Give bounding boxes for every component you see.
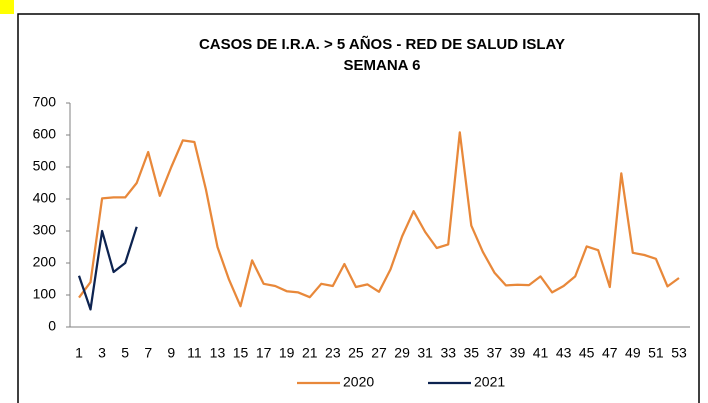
x-tick-label: 1 bbox=[75, 345, 83, 361]
y-tick-label: 200 bbox=[33, 254, 57, 270]
x-tick-label: 27 bbox=[371, 345, 387, 361]
y-tick-label: 400 bbox=[33, 190, 57, 206]
y-tick-label: 500 bbox=[33, 158, 57, 174]
y-tick-label: 600 bbox=[33, 126, 57, 142]
corner-marker bbox=[0, 0, 14, 14]
x-tick-label: 19 bbox=[279, 345, 295, 361]
x-tick-label: 25 bbox=[348, 345, 364, 361]
x-tick-label: 45 bbox=[579, 345, 595, 361]
legend-label: 2021 bbox=[474, 374, 505, 390]
x-tick-label: 15 bbox=[233, 345, 249, 361]
x-tick-label: 43 bbox=[556, 345, 572, 361]
x-tick-label: 39 bbox=[510, 345, 526, 361]
x-tick-label: 37 bbox=[487, 345, 503, 361]
x-tick-label: 33 bbox=[440, 345, 456, 361]
x-tick-label: 47 bbox=[602, 345, 618, 361]
line-series bbox=[77, 226, 138, 311]
x-tick-label: 17 bbox=[256, 345, 272, 361]
x-tick-label: 31 bbox=[417, 345, 433, 361]
x-tick-label: 11 bbox=[187, 345, 202, 361]
legend-label: 2020 bbox=[343, 374, 374, 390]
y-tick-label: 100 bbox=[33, 286, 57, 302]
x-tick-label: 21 bbox=[302, 345, 318, 361]
x-tick-label: 5 bbox=[121, 345, 129, 361]
x-tick-label: 7 bbox=[144, 345, 152, 361]
x-tick-label: 53 bbox=[671, 345, 687, 361]
x-tick-label: 3 bbox=[98, 345, 106, 361]
x-tick-label: 13 bbox=[210, 345, 226, 361]
y-tick-label: 700 bbox=[33, 94, 57, 110]
line-series bbox=[78, 131, 680, 308]
x-tick-label: 9 bbox=[167, 345, 175, 361]
chart-subtitle: SEMANA 6 bbox=[344, 57, 421, 74]
x-tick-label: 29 bbox=[394, 345, 410, 361]
x-tick-label: 23 bbox=[325, 345, 341, 361]
x-tick-label: 41 bbox=[533, 345, 549, 361]
chart-frame bbox=[17, 13, 700, 403]
y-tick-label: 0 bbox=[48, 318, 56, 334]
x-tick-label: 51 bbox=[648, 345, 664, 361]
x-tick-label: 49 bbox=[625, 345, 641, 361]
y-tick-label: 300 bbox=[33, 222, 57, 238]
chart-title: CASOS DE I.R.A. > 5 AÑOS - RED DE SALUD … bbox=[199, 35, 565, 53]
x-tick-label: 35 bbox=[464, 345, 480, 361]
